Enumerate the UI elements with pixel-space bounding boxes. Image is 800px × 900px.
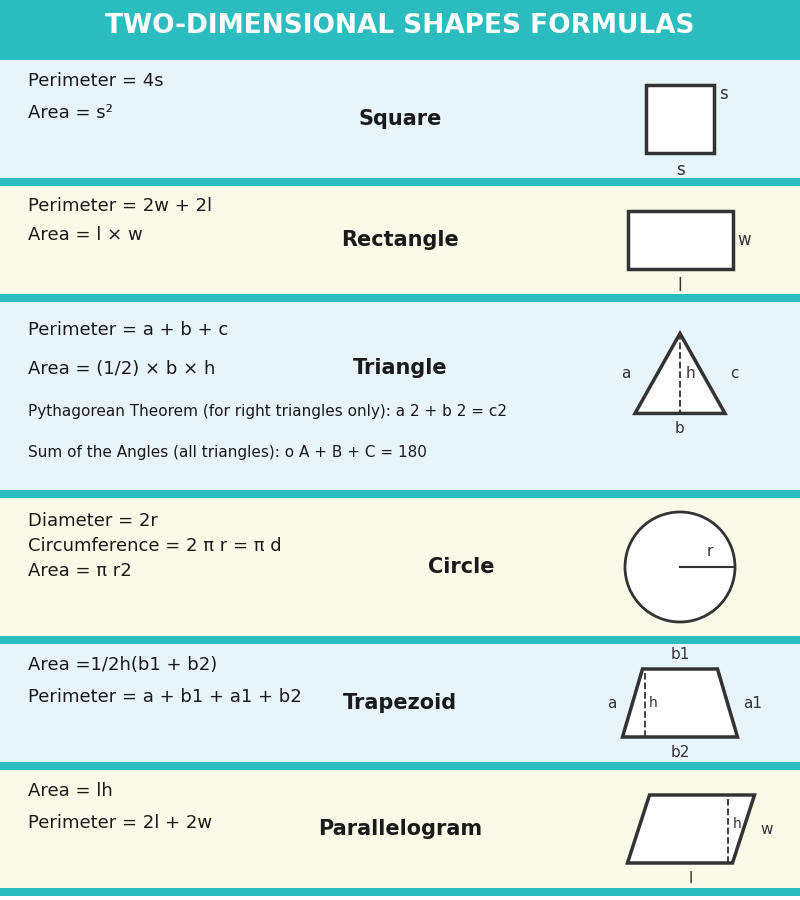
Text: Perimeter = 2l + 2w: Perimeter = 2l + 2w	[28, 814, 212, 832]
Bar	[0, 52, 800, 60]
Text: Area = s²: Area = s²	[28, 104, 113, 122]
Bar	[0, 60, 800, 178]
Bar	[0, 0, 800, 52]
Text: s: s	[719, 85, 728, 103]
Text: Area = (1/2) × b × h: Area = (1/2) × b × h	[28, 360, 215, 378]
Bar	[0, 770, 800, 888]
Text: Perimeter = a + b + c: Perimeter = a + b + c	[28, 320, 228, 338]
Polygon shape	[635, 333, 725, 413]
Text: Circle: Circle	[428, 557, 494, 577]
Text: l: l	[689, 871, 693, 886]
Text: c: c	[730, 366, 738, 381]
Text: a: a	[621, 366, 630, 381]
Text: Pythagorean Theorem (for right triangles only): a 2 + b 2 = c2: Pythagorean Theorem (for right triangles…	[28, 403, 507, 418]
Bar	[646, 85, 714, 153]
Text: Square: Square	[358, 109, 442, 129]
Text: Area = π r2: Area = π r2	[28, 562, 132, 580]
Circle shape	[625, 512, 735, 622]
Text: w: w	[738, 231, 751, 249]
Text: Area =1/2h(b1 + b2): Area =1/2h(b1 + b2)	[28, 656, 218, 674]
Polygon shape	[627, 795, 754, 863]
Bar	[0, 888, 800, 896]
Text: b: b	[675, 421, 685, 436]
Text: h: h	[733, 817, 742, 831]
Bar	[0, 498, 800, 636]
Text: Circumference = 2 π r = π d: Circumference = 2 π r = π d	[28, 537, 282, 555]
Text: Rectangle: Rectangle	[341, 230, 459, 250]
Text: r: r	[707, 544, 714, 559]
Bar	[0, 186, 800, 294]
Bar	[627, 211, 733, 269]
Bar	[0, 762, 800, 770]
Text: Perimeter = a + b1 + a1 + b2: Perimeter = a + b1 + a1 + b2	[28, 688, 302, 706]
Text: a: a	[607, 696, 617, 710]
Text: Trapezoid: Trapezoid	[343, 693, 457, 713]
Text: Diameter = 2r: Diameter = 2r	[28, 512, 158, 530]
Bar	[0, 178, 800, 186]
Text: Area = lh: Area = lh	[28, 782, 113, 800]
Bar	[0, 302, 800, 490]
Text: b1: b1	[670, 647, 690, 662]
Bar	[0, 644, 800, 762]
Bar	[0, 490, 800, 498]
Text: s: s	[676, 161, 684, 179]
Text: Perimeter = 4s: Perimeter = 4s	[28, 72, 164, 90]
Bar	[0, 636, 800, 644]
Text: a1: a1	[743, 696, 762, 710]
Text: h: h	[649, 696, 658, 710]
Text: w: w	[761, 822, 773, 836]
Text: h: h	[686, 366, 696, 381]
Text: Parallelogram: Parallelogram	[318, 819, 482, 839]
Text: Area = l × w: Area = l × w	[28, 227, 142, 245]
Text: Triangle: Triangle	[353, 358, 447, 378]
Polygon shape	[622, 669, 738, 737]
Text: l: l	[678, 277, 682, 295]
Text: b2: b2	[670, 745, 690, 760]
Text: TWO-DIMENSIONAL SHAPES FORMULAS: TWO-DIMENSIONAL SHAPES FORMULAS	[106, 13, 694, 39]
Text: Perimeter = 2w + 2l: Perimeter = 2w + 2l	[28, 197, 212, 215]
Bar	[0, 294, 800, 302]
Text: Sum of the Angles (all triangles): o A + B + C = 180: Sum of the Angles (all triangles): o A +…	[28, 445, 427, 460]
